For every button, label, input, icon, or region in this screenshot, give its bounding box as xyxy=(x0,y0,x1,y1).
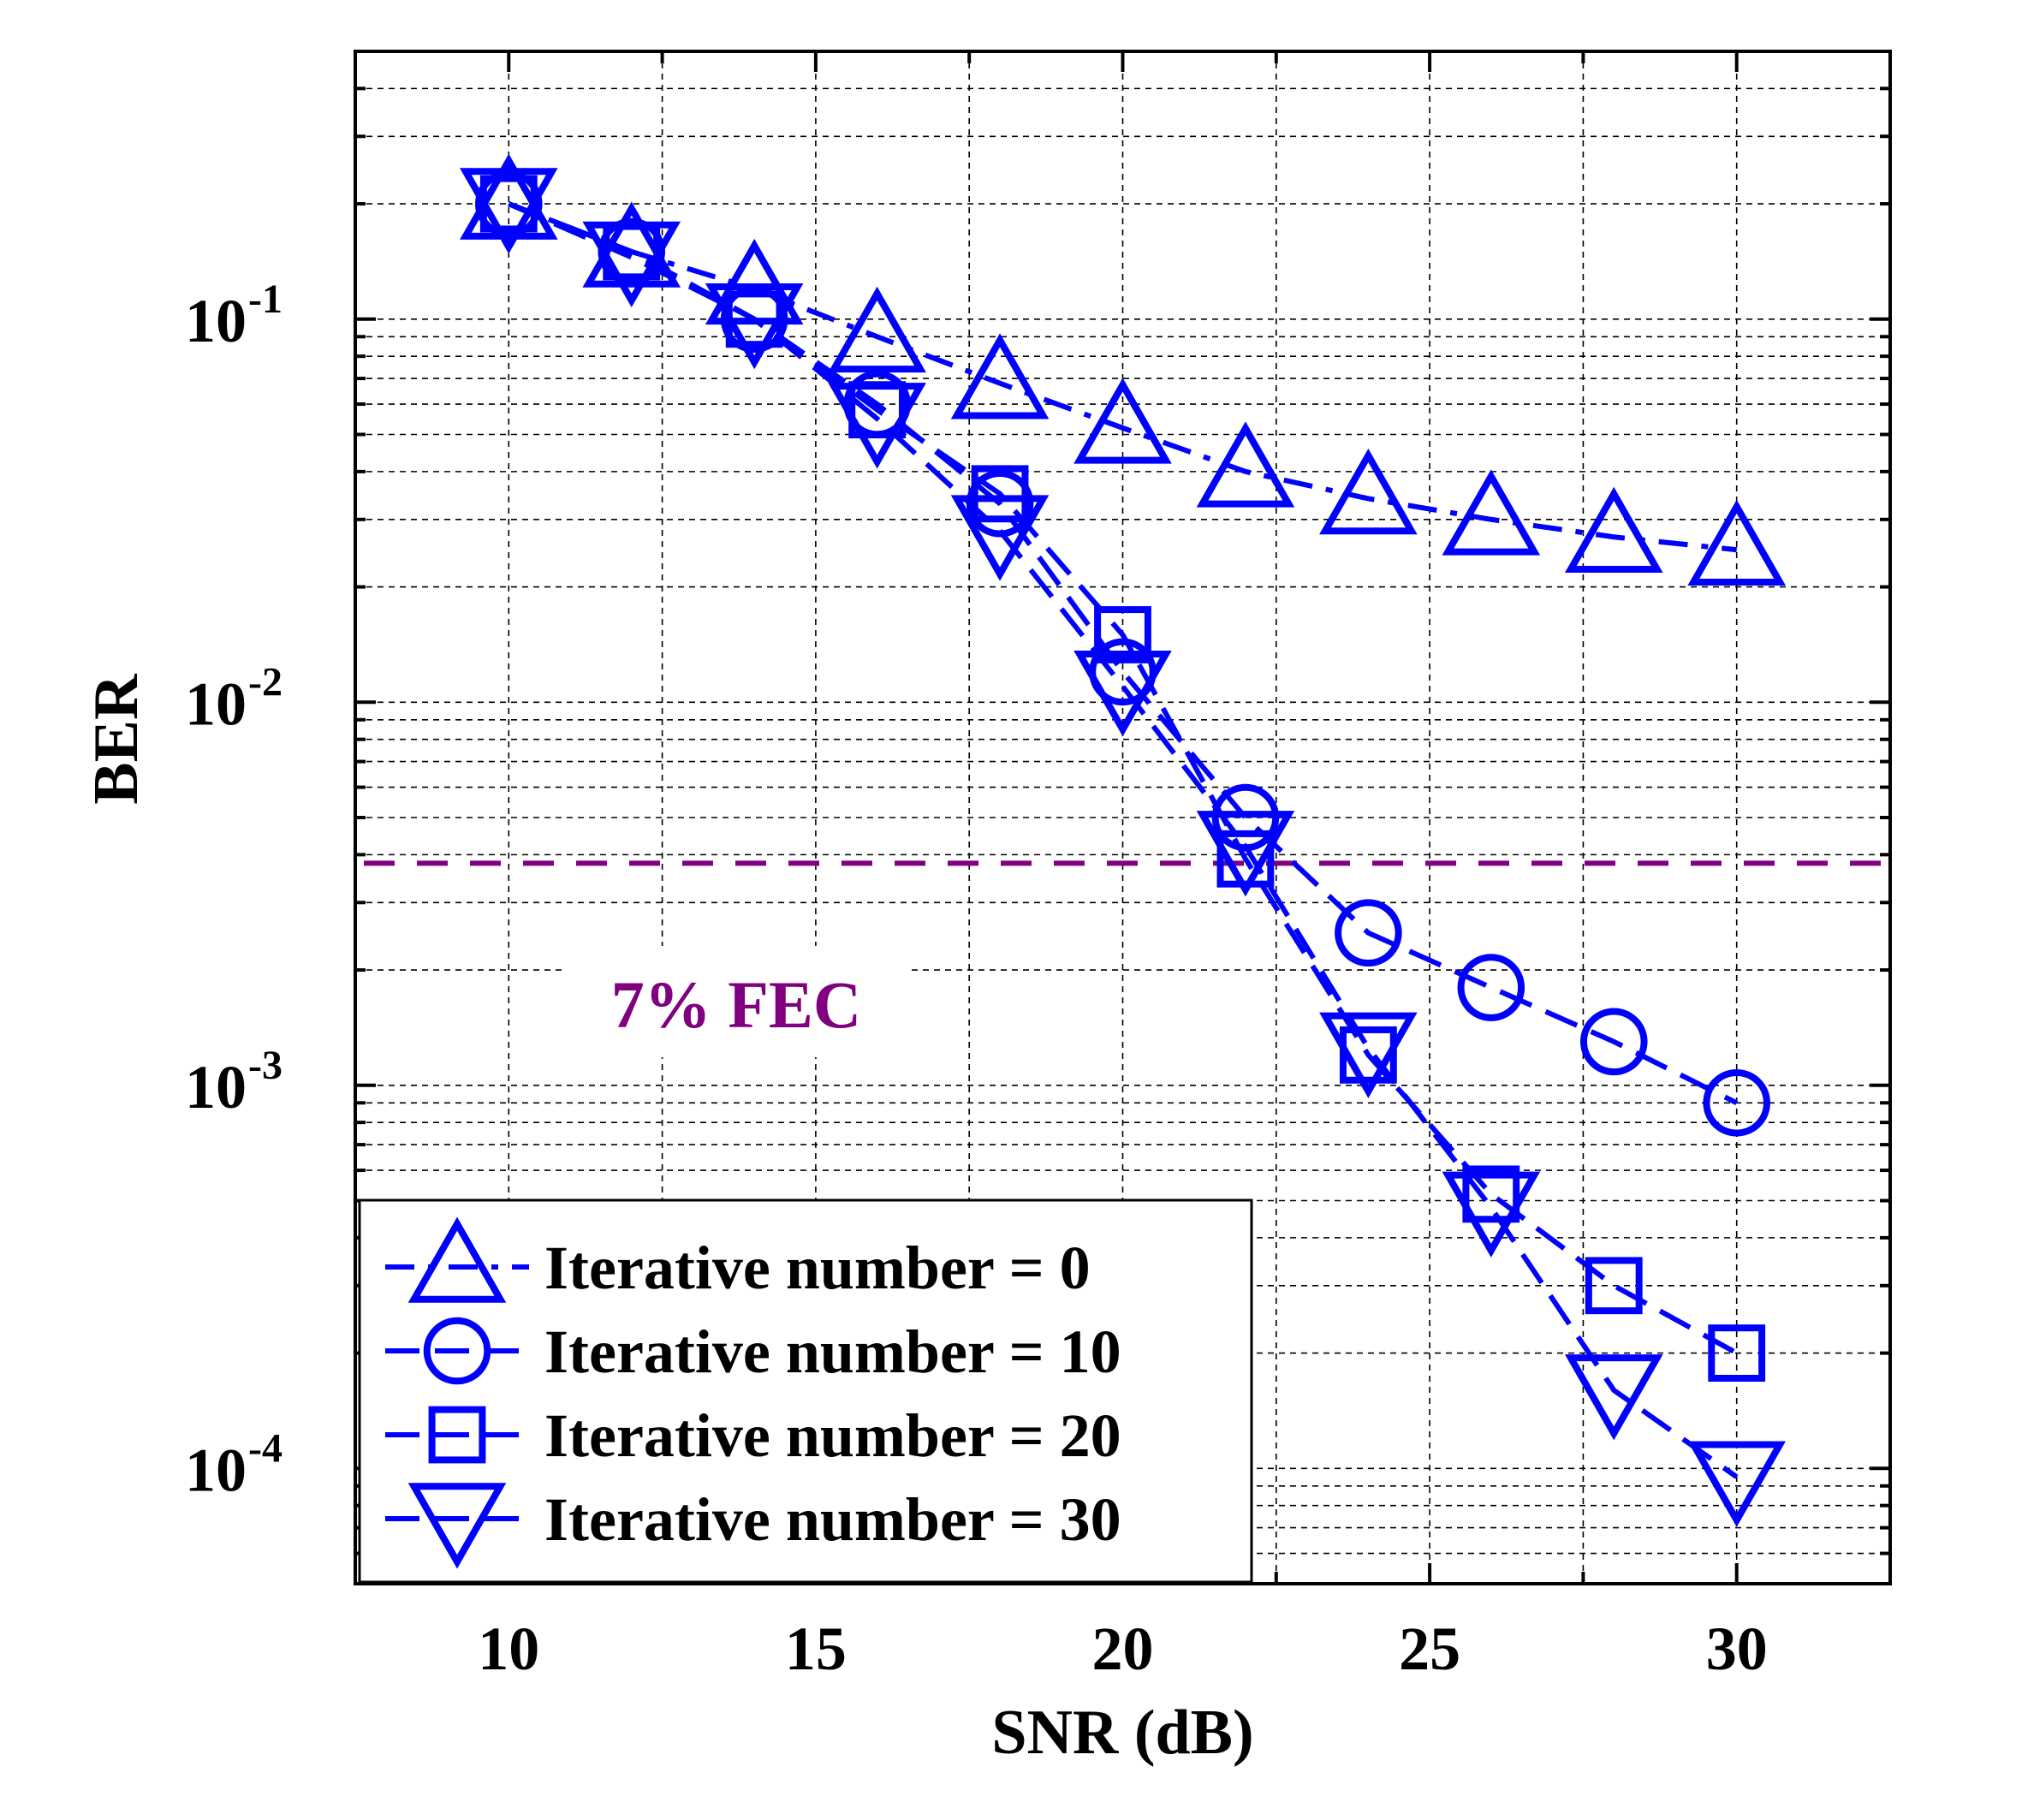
legend-marker-square xyxy=(428,1406,486,1464)
data-point-circle xyxy=(1579,1008,1648,1076)
legend-label: Iterative number = 30 xyxy=(544,1485,1121,1554)
data-point-triangle-down xyxy=(1564,1354,1663,1441)
legend-label: Iterative number = 0 xyxy=(544,1234,1091,1302)
data-point-triangle-down xyxy=(1073,650,1172,737)
x-axis-title: SNR (dB) xyxy=(991,1698,1253,1768)
legend-item: Iterative number = 10 xyxy=(385,1317,1121,1386)
data-point-circle xyxy=(1457,954,1525,1021)
y-tick-exponent: -3 xyxy=(248,1043,282,1088)
data-point-triangle-up xyxy=(1319,448,1418,535)
series-triangle-down xyxy=(460,168,1786,1527)
y-tick-exponent: -1 xyxy=(248,277,282,322)
x-tick-label: 20 xyxy=(1092,1615,1154,1683)
x-tick-label: 15 xyxy=(785,1615,847,1683)
fec-label-background xyxy=(565,946,907,1057)
legend-label: Iterative number = 10 xyxy=(544,1317,1121,1386)
y-axis-title: BER xyxy=(81,673,152,805)
data-point-triangle-down xyxy=(1196,811,1295,897)
x-tick-label: 25 xyxy=(1399,1615,1460,1683)
data-point-square xyxy=(1462,1165,1520,1223)
series-line xyxy=(508,201,1738,553)
legend-marker-triangle-down xyxy=(407,1483,507,1569)
series-line xyxy=(508,201,1739,1479)
legend-marker-triangle-up xyxy=(407,1216,507,1303)
fec-threshold: 7% FEC xyxy=(364,860,1882,1057)
data-point-square xyxy=(1708,1324,1766,1382)
data-point-triangle-down xyxy=(582,221,681,308)
y-tick-exponent: -4 xyxy=(248,1425,282,1471)
data-point-triangle-down xyxy=(1687,1441,1786,1527)
plot-series xyxy=(460,153,1786,1527)
data-point-triangle-up xyxy=(828,286,926,373)
data-point-square xyxy=(1094,606,1151,663)
data-point-triangle-down xyxy=(1442,1171,1541,1258)
data-point-triangle-down xyxy=(828,383,926,469)
data-point-circle xyxy=(1335,899,1402,967)
data-point-circle xyxy=(1703,1068,1770,1137)
data-point-triangle-up xyxy=(1196,421,1295,508)
legend: Iterative number = 0 Iterative number = 1… xyxy=(358,1198,1253,1584)
legend-item: Iterative number = 20 xyxy=(385,1401,1121,1470)
data-point-triangle-down xyxy=(705,283,804,370)
data-point-triangle-down xyxy=(1319,1012,1418,1098)
data-point-triangle-down xyxy=(950,495,1050,581)
legend-item: Iterative number = 30 xyxy=(385,1483,1121,1569)
legend-label: Iterative number = 20 xyxy=(544,1401,1121,1470)
data-point-triangle-up xyxy=(1564,486,1663,574)
data-point-square xyxy=(1585,1257,1643,1315)
y-tick-exponent: -2 xyxy=(248,659,282,705)
data-point-triangle-down xyxy=(460,168,558,254)
data-point-triangle-up xyxy=(1442,469,1541,556)
x-tick-label: 10 xyxy=(478,1615,539,1683)
data-point-triangle-up xyxy=(1687,499,1786,586)
data-point-triangle-up xyxy=(950,333,1050,419)
legend-item: Iterative number = 0 xyxy=(385,1216,1091,1303)
fec-label: 7% FEC xyxy=(611,967,862,1042)
x-tick-label: 30 xyxy=(1706,1615,1768,1683)
data-point-square xyxy=(971,465,1029,523)
data-point-square xyxy=(1339,1026,1397,1084)
legend-marker-circle xyxy=(423,1317,491,1385)
data-point-triangle-up xyxy=(1073,378,1172,464)
